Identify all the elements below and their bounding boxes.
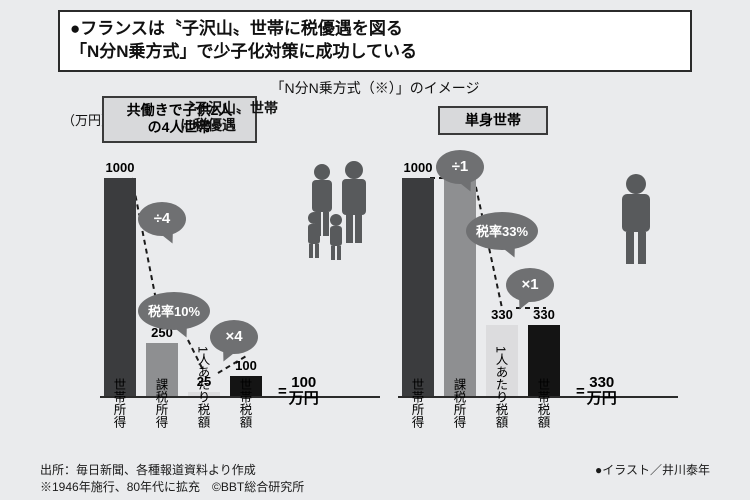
panel-single: 単身世帯 10001000330330÷1税率33%×1 世帯所得課税所得1人あ… [398,102,678,432]
bar: 1000 [104,178,136,398]
bar-value-label: 1000 [104,160,136,175]
title-block: ●フランスは〝子沢山〟世帯に税優遇を図る 「N分N乗方式」で少子化対策に成功して… [58,10,692,72]
category-label: 世帯所得 [410,378,423,428]
bar-value-label: 1000 [402,160,434,175]
bar: 1000 [402,178,434,398]
callout-bubble: 税率10% [138,292,210,330]
tax-benefit-annotation: 〝子沢山〟世帯 に税優遇 [180,100,278,134]
category-label: 1人あたり税額 [196,346,209,428]
infographic-root: ●フランスは〝子沢山〟世帯に税優遇を図る 「N分N乗方式」で少子化対策に成功して… [0,0,750,500]
title-line-2: 「N分N乗方式」で少子化対策に成功している [70,41,680,64]
panel-family: 共働きで子供2人の4人世帯 〝子沢山〟世帯 に税優遇 100025025100÷… [100,102,380,432]
bar-value-label: 330 [486,307,518,322]
category-label: 課税所得 [452,378,465,428]
footnote-text: ※1946年施行、80年代に拡充 ©BBT総合研究所 [40,479,710,496]
callout-bubble: ÷4 [138,202,186,236]
category-label: 1人あたり税額 [494,346,507,428]
callout-bubble: ×1 [506,268,554,302]
panel-title-single: 単身世帯 [438,106,548,136]
category-labels-family: 世帯所得課税所得1人あたり税額世帯税額 [100,400,380,434]
footer-notes: 出所：毎日新聞、各種報道資料より作成 ●イラスト／井川泰年 ※1946年施行、8… [40,462,710,496]
category-label: 世帯税額 [536,378,549,428]
illustrator-text: ●イラスト／井川泰年 [595,462,710,479]
source-text: 出所：毎日新聞、各種報道資料より作成 [40,462,256,479]
category-label: 課税所得 [154,378,167,428]
family-illustration [300,160,378,275]
title-line-1: ●フランスは〝子沢山〟世帯に税優遇を図る [70,18,680,41]
callout-bubble: ÷1 [436,150,484,184]
bar-value-label: 330 [528,307,560,322]
category-label: 世帯所得 [112,378,125,428]
category-labels-single: 世帯所得課税所得1人あたり税額世帯税額 [398,400,678,434]
callout-bubble: 税率33% [466,212,538,250]
bar-value-label: 100 [230,358,262,373]
result-single: =330万円 [576,375,617,408]
bar: 1000 [444,178,476,398]
subtitle: 「N分N乗方式（※）」のイメージ [40,78,710,98]
single-illustration [608,172,664,277]
category-label: 世帯税額 [238,378,251,428]
charts-area: （万円） 共働きで子供2人の4人世帯 〝子沢山〟世帯 に税優遇 10002502… [40,102,710,432]
result-family: =100万円 [278,375,319,408]
callout-bubble: ×4 [210,320,258,354]
